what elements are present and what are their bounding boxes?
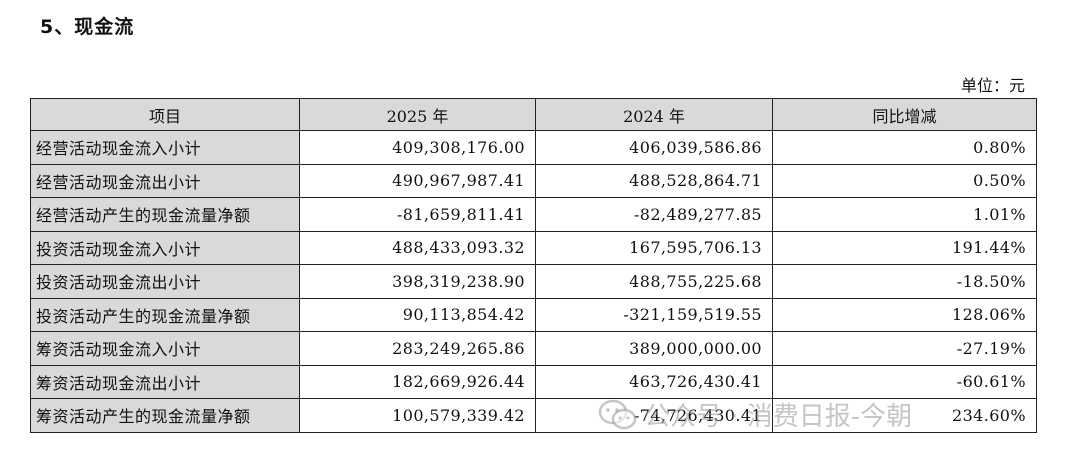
row-yoy: 1.01% [772,197,1037,232]
row-value-2024: 463,726,430.41 [535,364,773,399]
row-yoy: -60.61% [772,364,1037,399]
row-yoy: 234.60% [772,398,1037,433]
row-value-2024: 488,528,864.71 [535,163,773,198]
row-value-2024: -74,726,430.41 [535,398,773,433]
header-2024: 2024 年 [535,98,773,131]
row-item: 经营活动现金流出小计 [30,163,300,198]
row-item: 筹资活动现金流入小计 [30,331,300,366]
row-item: 投资活动产生的现金流量净额 [30,297,300,332]
table-row: 筹资活动产生的现金流量净额 100,579,339.42 -74,726,430… [30,398,1037,433]
row-value-2025: 182,669,926.44 [299,364,536,399]
row-item: 投资活动现金流入小计 [30,230,300,265]
row-value-2025: 398,319,238.90 [299,264,536,299]
row-value-2025: 409,308,176.00 [299,130,536,165]
row-value-2024: 167,595,706.13 [535,230,773,265]
section-title: 5、现金流 [40,16,135,38]
table-row: 筹资活动现金流出小计 182,669,926.44 463,726,430.41… [30,364,1037,399]
table-row: 投资活动产生的现金流量净额 90,113,854.42 -321,159,519… [30,297,1037,332]
table-row: 投资活动现金流入小计 488,433,093.32 167,595,706.13… [30,230,1037,265]
row-item: 经营活动现金流入小计 [30,130,300,165]
row-value-2024: 488,755,225.68 [535,264,773,299]
table-row: 经营活动现金流出小计 490,967,987.41 488,528,864.71… [30,163,1037,198]
row-value-2025: 100,579,339.42 [299,398,536,433]
row-yoy: -27.19% [772,331,1037,366]
row-value-2024: -82,489,277.85 [535,197,773,232]
row-value-2024: 406,039,586.86 [535,130,773,165]
row-value-2024: 389,000,000.00 [535,331,773,366]
header-yoy: 同比增减 [772,98,1037,131]
row-value-2025: 488,433,093.32 [299,230,536,265]
row-yoy: 0.50% [772,163,1037,198]
row-yoy: -18.50% [772,264,1037,299]
row-value-2025: 490,967,987.41 [299,163,536,198]
header-2025: 2025 年 [299,98,536,131]
table-row: 经营活动产生的现金流量净额 -81,659,811.41 -82,489,277… [30,197,1037,232]
row-item: 经营活动产生的现金流量净额 [30,197,300,232]
row-item: 筹资活动产生的现金流量净额 [30,398,300,433]
row-value-2025: -81,659,811.41 [299,197,536,232]
unit-note: 单位：元 [960,76,1025,95]
header-item: 项目 [30,98,300,131]
row-value-2025: 90,113,854.42 [299,297,536,332]
table-row: 投资活动现金流出小计 398,319,238.90 488,755,225.68… [30,264,1037,299]
table-header-row: 项目 2025 年 2024 年 同比增减 [30,98,1037,131]
row-value-2024: -321,159,519.55 [535,297,773,332]
row-yoy: 191.44% [772,230,1037,265]
row-item: 筹资活动现金流出小计 [30,364,300,399]
row-yoy: 0.80% [772,130,1037,165]
table-row: 筹资活动现金流入小计 283,249,265.86 389,000,000.00… [30,331,1037,366]
cashflow-table: 项目 2025 年 2024 年 同比增减 经营活动现金流入小计 409,308… [30,98,1037,433]
row-value-2025: 283,249,265.86 [299,331,536,366]
table-row: 经营活动现金流入小计 409,308,176.00 406,039,586.86… [30,130,1037,165]
row-yoy: 128.06% [772,297,1037,332]
row-item: 投资活动现金流出小计 [30,264,300,299]
